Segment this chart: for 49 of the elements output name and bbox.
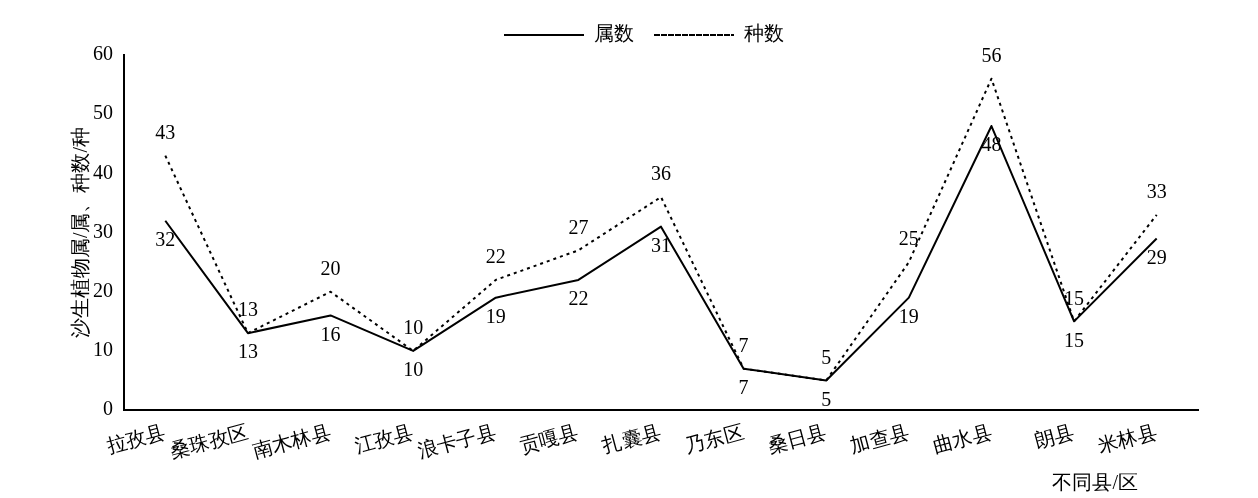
- data-label: 20: [320, 256, 341, 279]
- legend-label: 属数: [594, 22, 634, 45]
- data-label: 10: [403, 316, 424, 339]
- x-tick-label: 浪卡子县: [415, 420, 499, 463]
- x-tick-label: 米林县: [1095, 420, 1160, 458]
- x-tick-label: 扎囊县: [599, 420, 664, 458]
- y-tick-label: 60: [93, 42, 113, 65]
- data-label: 29: [1146, 245, 1167, 268]
- data-label: 7: [738, 333, 749, 356]
- data-label: 22: [485, 245, 506, 268]
- y-tick-label: 20: [93, 278, 113, 301]
- x-axis-title: 不同县/区: [1052, 471, 1138, 494]
- data-label: 25: [898, 227, 919, 250]
- data-label: 19: [485, 304, 506, 327]
- data-label: 56: [981, 43, 1002, 66]
- x-tick-label: 乃东区: [682, 420, 747, 458]
- x-tick-label: 曲水县: [930, 420, 994, 458]
- y-axis-title: 沙生植物属/属、种数/种: [69, 126, 92, 339]
- y-tick-label: 50: [93, 101, 113, 124]
- data-label: 7: [738, 375, 749, 398]
- legend-label: 种数: [744, 22, 784, 45]
- x-tick-label: 桑日县: [764, 420, 829, 458]
- x-tick-label: 桑珠孜区: [167, 420, 251, 463]
- data-label: 13: [237, 298, 258, 321]
- data-label: 19: [898, 304, 919, 327]
- data-label: 27: [568, 215, 589, 238]
- data-label: 15: [1064, 286, 1085, 309]
- data-label: 22: [568, 287, 589, 310]
- data-label: 31: [651, 233, 671, 256]
- x-tick-label: 加查县: [847, 420, 912, 458]
- data-label: 13: [237, 340, 258, 363]
- x-tick-label: 贡嘎县: [517, 420, 581, 458]
- y-tick-label: 10: [93, 338, 113, 361]
- data-label: 10: [403, 358, 424, 381]
- data-label: 43: [155, 120, 176, 143]
- data-label: 36: [651, 162, 671, 185]
- data-label: 15: [1064, 328, 1085, 351]
- y-tick-label: 40: [93, 160, 113, 183]
- y-tick-label: 30: [93, 219, 113, 242]
- x-tick-label: 朗县: [1032, 420, 1077, 452]
- x-tick-label: 拉孜县: [104, 420, 168, 458]
- data-label: 5: [821, 387, 832, 410]
- data-label: 32: [155, 227, 176, 250]
- y-tick-label: 0: [103, 397, 113, 420]
- data-label: 33: [1146, 180, 1167, 203]
- x-tick-label: 江孜县: [351, 420, 416, 458]
- data-label: 5: [821, 345, 832, 368]
- x-tick-label: 南木林县: [249, 420, 333, 463]
- data-label: 16: [320, 322, 341, 345]
